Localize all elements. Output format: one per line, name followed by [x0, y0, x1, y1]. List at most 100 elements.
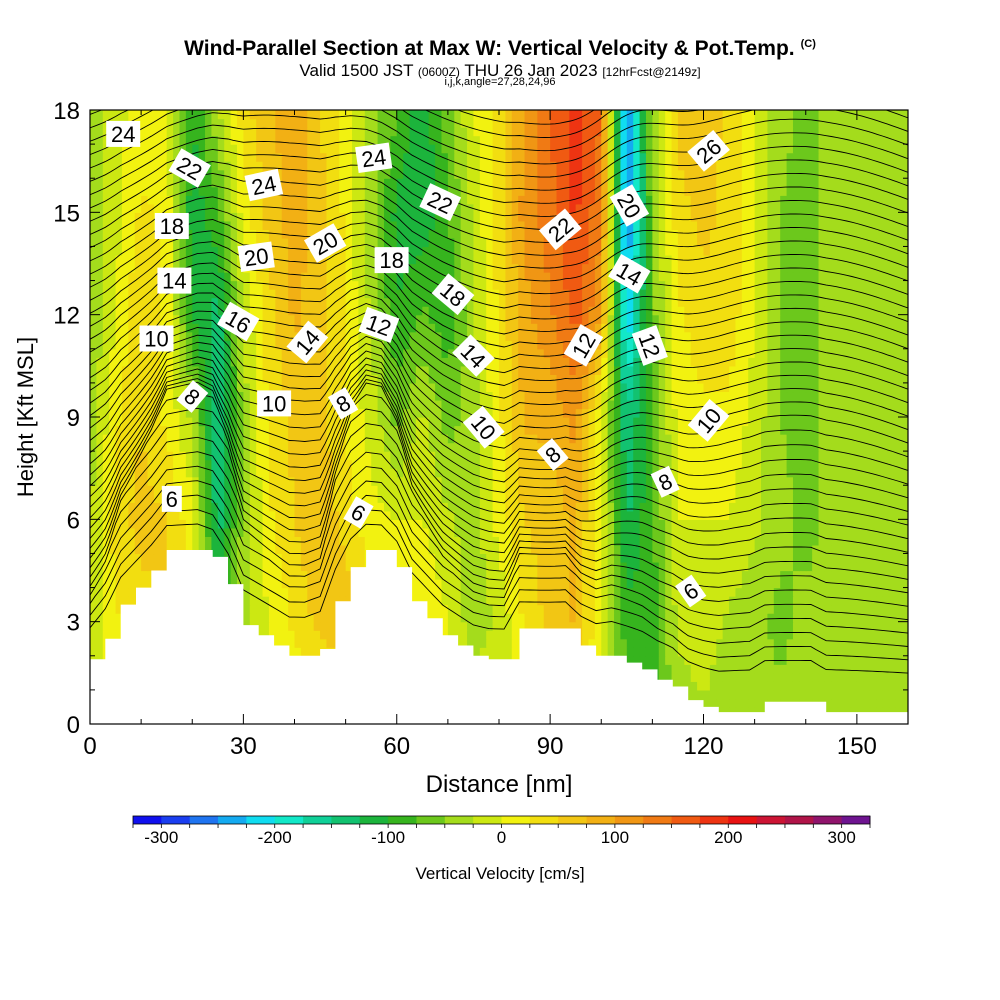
w-cell	[352, 408, 360, 418]
w-cell	[831, 570, 839, 580]
w-cell	[626, 417, 634, 427]
w-cell	[812, 621, 820, 631]
w-cell	[869, 655, 877, 665]
w-cell	[511, 621, 519, 631]
w-cell	[844, 570, 852, 580]
w-cell	[102, 425, 110, 435]
w-cell	[671, 399, 679, 410]
w-cell	[281, 451, 289, 461]
w-cell	[773, 630, 781, 640]
w-cell	[345, 596, 353, 606]
w-cell	[812, 408, 820, 418]
w-cell	[824, 434, 832, 444]
w-cell	[716, 672, 724, 682]
w-cell	[722, 434, 730, 444]
w-cell	[677, 536, 685, 546]
w-cell	[805, 689, 813, 700]
w-cell	[690, 553, 698, 563]
w-cell	[697, 672, 705, 682]
w-cell	[205, 502, 213, 512]
w-cell	[422, 536, 430, 546]
w-cell	[780, 476, 788, 486]
w-cell	[499, 553, 506, 563]
w-cell	[735, 536, 743, 546]
w-cell	[697, 459, 705, 469]
w-cell	[895, 425, 903, 435]
w-cell	[690, 434, 698, 444]
w-cell	[230, 399, 238, 410]
w-cell	[467, 579, 475, 589]
w-cell	[671, 553, 679, 563]
w-cell	[499, 510, 506, 520]
w-cell	[594, 425, 602, 435]
w-cell	[792, 442, 800, 452]
w-cell	[505, 399, 513, 410]
w-cell	[173, 468, 181, 478]
w-cell	[748, 698, 756, 708]
w-cell	[147, 434, 155, 444]
w-cell	[658, 604, 666, 614]
w-cell	[818, 502, 826, 512]
w-cell	[582, 510, 590, 520]
w-cell	[805, 570, 813, 580]
w-cell	[697, 664, 705, 674]
w-cell	[409, 536, 417, 546]
w-cell	[684, 459, 692, 469]
w-cell	[320, 434, 328, 444]
w-cell	[895, 655, 903, 665]
w-cell	[741, 672, 749, 682]
w-cell	[901, 399, 908, 410]
w-cell	[607, 527, 615, 537]
w-cell	[256, 442, 264, 452]
w-cell	[818, 579, 826, 589]
w-cell	[882, 476, 890, 486]
w-cell	[383, 536, 391, 546]
w-cell	[818, 689, 826, 700]
w-cell	[243, 510, 251, 520]
w-cell	[205, 399, 213, 410]
w-cell	[780, 553, 788, 563]
w-cell	[556, 553, 564, 563]
w-cell	[390, 459, 398, 469]
w-cell	[882, 613, 890, 623]
w-cell	[856, 664, 864, 674]
w-cell	[876, 672, 884, 682]
w-cell	[102, 544, 110, 555]
w-cell	[307, 553, 315, 563]
w-cell	[575, 596, 583, 606]
w-cell	[128, 596, 136, 606]
w-cell	[294, 630, 302, 640]
w-cell	[792, 681, 800, 691]
w-cell	[594, 587, 602, 597]
w-cell	[703, 579, 711, 589]
w-cell	[243, 442, 251, 452]
w-cell	[486, 604, 494, 614]
w-cell	[588, 391, 596, 401]
w-cell	[677, 604, 685, 614]
w-cell	[792, 689, 800, 700]
w-cell	[371, 468, 379, 478]
w-cell	[403, 417, 411, 427]
w-cell	[288, 647, 296, 657]
w-cell	[422, 570, 430, 580]
w-cell	[652, 502, 660, 512]
w-cell	[454, 468, 462, 478]
w-cell	[741, 442, 749, 452]
w-cell	[403, 442, 411, 452]
w-cell	[876, 468, 884, 478]
w-cell	[792, 502, 800, 512]
w-cell	[109, 630, 117, 640]
w-cell	[415, 519, 423, 529]
w-cell	[792, 391, 800, 401]
w-cell	[377, 519, 385, 529]
w-cell	[217, 502, 225, 512]
w-cell	[856, 536, 864, 546]
w-cell	[90, 630, 97, 640]
w-cell	[134, 451, 142, 461]
w-cell	[435, 468, 443, 478]
w-cell	[435, 561, 443, 572]
w-cell	[703, 502, 711, 512]
w-cell	[294, 451, 302, 461]
w-cell	[249, 408, 257, 418]
w-cell	[524, 459, 532, 469]
